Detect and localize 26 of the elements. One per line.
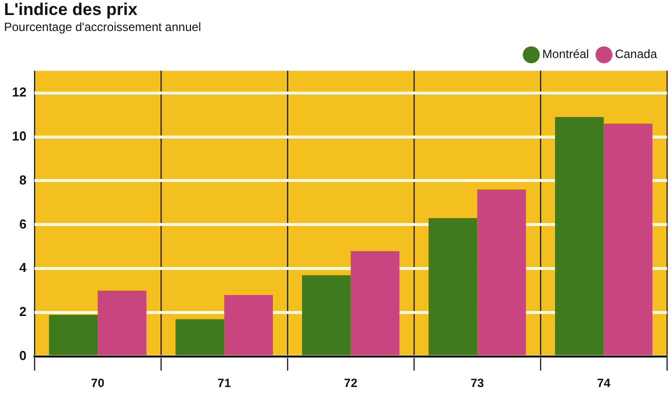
bar <box>49 314 98 356</box>
bar <box>555 116 604 356</box>
x-tick-label: 74 <box>597 376 611 390</box>
chart-title: L'indice des prix <box>4 0 138 19</box>
y-tick-label: 12 <box>12 84 26 100</box>
bar <box>98 290 146 356</box>
y-tick-label: 10 <box>12 128 26 144</box>
y-tick-label: 4 <box>19 260 28 276</box>
y-tick-label: 0 <box>19 348 26 364</box>
bar <box>604 124 652 356</box>
bar <box>477 190 526 356</box>
y-tick-label: 8 <box>19 172 26 188</box>
bar <box>350 251 400 356</box>
y-tick-label: 2 <box>19 304 26 320</box>
bar <box>302 275 351 356</box>
bar <box>176 319 224 356</box>
chart-subtitle: Pourcentage d'accroissement annuel <box>4 20 202 34</box>
x-tick-label: 71 <box>218 376 232 390</box>
x-tick-label: 73 <box>470 376 484 390</box>
legend-label: Montréal <box>542 47 589 62</box>
legend-label: Canada <box>614 47 658 62</box>
x-tick-label: 70 <box>91 376 105 390</box>
y-tick-label: 6 <box>19 216 26 232</box>
bar <box>224 295 273 356</box>
x-tick-label: 72 <box>344 376 358 390</box>
bar <box>428 218 478 356</box>
